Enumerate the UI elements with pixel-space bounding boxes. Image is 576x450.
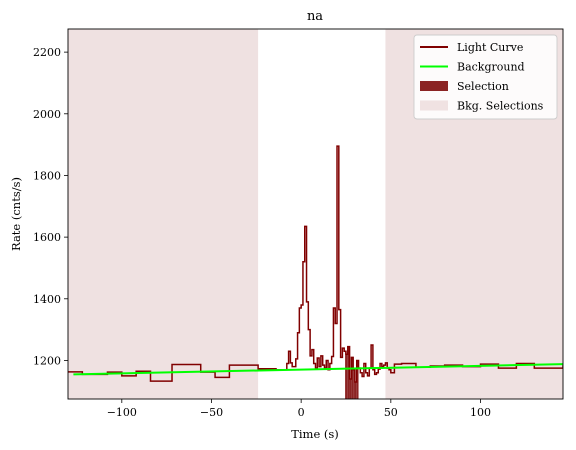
selection-bar-43	[345, 351, 346, 399]
x-axis: −100 −50 0 50 100	[107, 399, 491, 419]
selection-bar-50	[356, 360, 359, 399]
legend-box	[413, 34, 558, 120]
y-tick-label-5: 2200	[33, 46, 61, 59]
y-tick-label-0: 1200	[33, 354, 61, 367]
x-tick-label-2: 0	[298, 406, 305, 419]
chart-title: na	[307, 9, 323, 24]
x-tick-label-4: 100	[470, 406, 491, 419]
bkg-selection-region-0	[68, 29, 259, 399]
x-tick-label-3: 50	[384, 406, 398, 419]
selection-bar-46	[349, 378, 352, 399]
y-axis-label: Rate (cnts/s)	[9, 177, 23, 251]
background-line	[73, 363, 563, 376]
selection-bar-49	[354, 382, 357, 399]
y-tick-label-1: 1400	[33, 293, 61, 306]
x-tick-label-1: −50	[200, 406, 223, 419]
x-tick-label-0: −100	[107, 406, 137, 419]
light-curve-line	[68, 145, 563, 383]
selection-bar-48	[353, 369, 355, 399]
legend: Light Curve Background Selection Bkg. Selec…	[413, 34, 558, 120]
legend-label-3: Bkg. Selections	[457, 100, 544, 113]
legend-swatch-3	[420, 100, 448, 111]
legend-label-1: Background	[457, 61, 525, 74]
y-tick-label-3: 1800	[33, 169, 61, 182]
legend-label-0: Light Curve	[457, 41, 523, 54]
y-axis: 1200 1400 1600 1800 2000 2200	[33, 46, 68, 367]
y-tick-label-2: 1600	[33, 231, 61, 244]
selection-bar-47	[351, 357, 354, 399]
plot-frame	[67, 28, 564, 400]
selection-bar-45	[347, 346, 350, 399]
selection-bar-44	[345, 354, 348, 399]
legend-label-2: Selection	[457, 80, 509, 93]
x-axis-label: Time (s)	[291, 427, 339, 441]
y-tick-label-4: 2000	[33, 108, 61, 121]
legend-swatch-2	[420, 81, 448, 91]
